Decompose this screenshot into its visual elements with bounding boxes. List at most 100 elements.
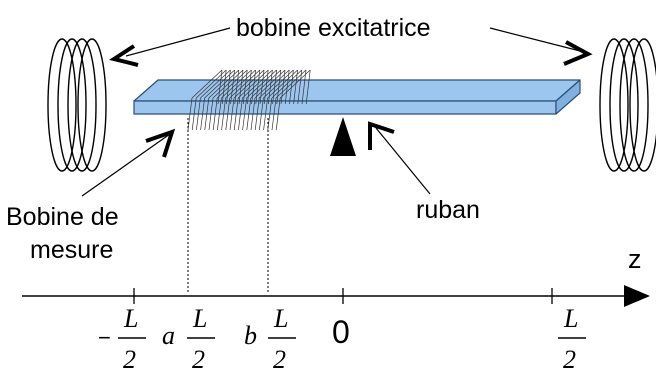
coil-winding-front bbox=[225, 97, 231, 131]
measure-coil-label-line2: mesure bbox=[30, 236, 113, 264]
coil-winding-back bbox=[234, 69, 240, 105]
coil-winding-top bbox=[233, 69, 265, 99]
coil-winding-top bbox=[237, 69, 269, 99]
coil-winding-front bbox=[242, 97, 247, 131]
coil-winding-front bbox=[191, 97, 197, 131]
coil-winding-top bbox=[204, 69, 235, 99]
coil-winding-front bbox=[196, 97, 201, 131]
coil-winding-front bbox=[212, 97, 218, 131]
coil-winding-back bbox=[305, 69, 311, 105]
projection-lines bbox=[187, 118, 269, 292]
measure-coil-label-line1: Bobine de bbox=[6, 203, 119, 231]
coil-winding-top bbox=[195, 69, 227, 99]
coil-winding-top bbox=[267, 69, 298, 99]
coil-winding-back bbox=[293, 69, 298, 105]
coil-winding-front bbox=[250, 97, 256, 131]
axis-arrow bbox=[624, 285, 650, 307]
coil-winding-top bbox=[279, 69, 311, 99]
left-excitation-coil bbox=[47, 38, 107, 172]
coil-winding-top bbox=[254, 69, 286, 99]
coil-winding-back bbox=[255, 69, 261, 105]
measurement-coil bbox=[187, 69, 311, 131]
axis-label: z bbox=[628, 244, 642, 274]
coil-winding-front bbox=[217, 97, 222, 131]
coil-winding-top bbox=[258, 69, 290, 99]
left-arrowhead bbox=[109, 44, 139, 67]
coil-winding-back bbox=[251, 69, 256, 105]
coil-winding-top bbox=[250, 69, 282, 99]
axis-ticks bbox=[133, 288, 553, 304]
coil-winding-back bbox=[301, 69, 307, 105]
coil-winding-front bbox=[238, 97, 243, 131]
ribbon-leader bbox=[375, 127, 431, 195]
tick-label-pos-half: L 2 bbox=[558, 304, 586, 374]
coil-winding-front bbox=[233, 97, 239, 131]
tick-label-b: b L 2 bbox=[244, 304, 296, 374]
b-denominator: 2 bbox=[273, 345, 286, 374]
neg-half-sign: − bbox=[98, 325, 111, 350]
ribbon-arrowhead bbox=[368, 121, 395, 150]
coil-winding-back bbox=[242, 69, 248, 105]
excitation-arrowheads bbox=[109, 40, 593, 67]
measure-coil-leader bbox=[81, 133, 171, 197]
tick-label-a: a L 2 bbox=[162, 304, 215, 374]
coil-winding-back bbox=[284, 69, 290, 105]
right-excitation-coil bbox=[599, 38, 656, 172]
coil-winding-top bbox=[200, 69, 231, 99]
coil-winding-front bbox=[271, 97, 277, 131]
coil-winding-front bbox=[229, 97, 235, 131]
coil-winding-top bbox=[275, 69, 307, 99]
coil-winding-back bbox=[247, 69, 252, 105]
a-prefix: a bbox=[162, 321, 175, 350]
coil-winding-top bbox=[242, 69, 273, 99]
coil-winding-back bbox=[230, 69, 235, 105]
a-numerator: L bbox=[192, 304, 207, 333]
coil-winding-back bbox=[259, 69, 265, 105]
support-pivot bbox=[330, 117, 356, 156]
coil-winding-front bbox=[208, 97, 214, 131]
coil-winding-top bbox=[271, 69, 303, 99]
tick-label-neg-half: − L 2 bbox=[98, 304, 146, 374]
ribbon-end-face bbox=[555, 79, 581, 115]
coil-winding-back bbox=[238, 69, 244, 105]
coil-winding-back bbox=[280, 69, 286, 105]
ribbon-label: ruban bbox=[416, 196, 480, 224]
coil-winding-front bbox=[200, 97, 205, 131]
coil-winding-back bbox=[263, 69, 269, 105]
pos-half-denominator: 2 bbox=[563, 345, 576, 374]
coil-winding-top bbox=[216, 69, 248, 99]
measure-coil-arrowhead bbox=[145, 128, 176, 158]
ribbon bbox=[133, 79, 581, 115]
coil-winding-top bbox=[208, 69, 240, 99]
coil-winding-front bbox=[254, 97, 260, 131]
coil-winding-front bbox=[267, 97, 273, 131]
coil-winding-front bbox=[275, 97, 281, 131]
right-arrowhead bbox=[563, 40, 593, 66]
coil-winding-back bbox=[221, 69, 227, 105]
coil-winding-top bbox=[263, 69, 294, 99]
coil-winding-back bbox=[289, 69, 294, 105]
a-denominator: 2 bbox=[192, 345, 205, 374]
coil-winding-top bbox=[212, 69, 244, 99]
excitation-coil-label: bobine excitatrice bbox=[236, 14, 431, 42]
neg-half-numerator: L bbox=[123, 304, 138, 333]
coil-winding-front bbox=[221, 97, 226, 131]
coil-winding-back bbox=[276, 69, 282, 105]
b-numerator: L bbox=[273, 304, 288, 333]
coil-winding-top bbox=[225, 69, 256, 99]
ribbon-front-face bbox=[133, 100, 557, 115]
pos-half-numerator: L bbox=[563, 304, 578, 333]
coil-winding-top bbox=[246, 69, 277, 99]
coil-winding-back bbox=[297, 69, 303, 105]
coil-winding-front bbox=[259, 97, 264, 131]
coil-winding-top bbox=[191, 69, 223, 99]
coil-winding-back bbox=[226, 69, 231, 105]
coil-winding-front bbox=[204, 97, 210, 131]
coil-winding-back bbox=[217, 69, 223, 105]
coil-winding-front bbox=[246, 97, 252, 131]
coil-winding-back bbox=[272, 69, 277, 105]
excitation-leaders bbox=[125, 27, 585, 57]
coil-winding-top bbox=[221, 69, 252, 99]
